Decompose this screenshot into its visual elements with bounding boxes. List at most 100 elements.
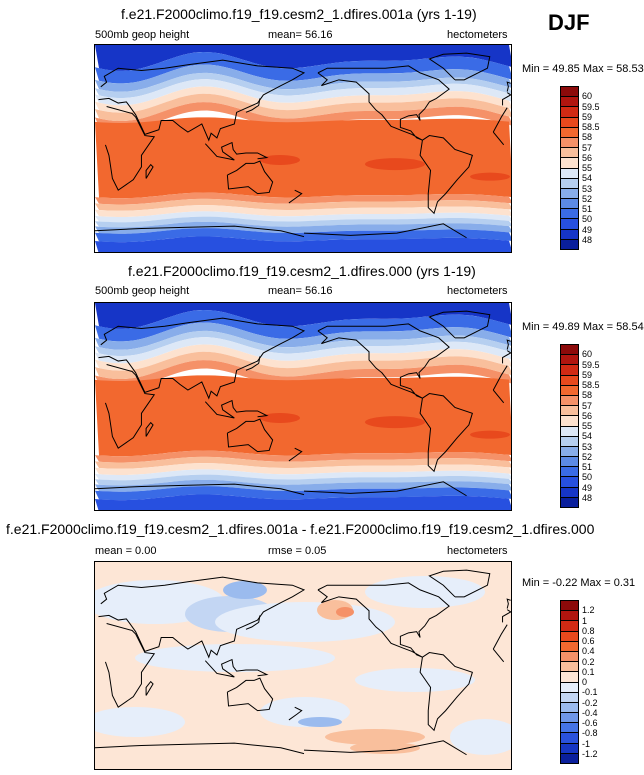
- contour-band: [95, 51, 511, 84]
- map-canvas: [95, 562, 511, 769]
- panel-1-variable-label: 500mb geop height: [95, 29, 190, 41]
- coastline: [204, 658, 269, 678]
- contour-band: [95, 93, 511, 122]
- colorbar-tick-label: 51: [582, 204, 593, 214]
- contour-blob: [355, 668, 475, 692]
- colorbar-swatch: [561, 640, 578, 651]
- panel-1-map: [94, 44, 512, 253]
- colorbar-tick-label: 54: [582, 431, 593, 442]
- coastline: [502, 350, 511, 364]
- contour-band: [95, 456, 511, 469]
- coastline: [317, 323, 450, 399]
- colorbar-tick-label: 59: [582, 369, 593, 380]
- colorbar-tick-label: -0.8: [582, 728, 598, 739]
- colorbar-swatch: [561, 601, 578, 611]
- colorbar-tick-label: 56: [582, 152, 593, 163]
- panel-2-variable-label: 500mb geop height: [95, 285, 190, 297]
- map-canvas: [95, 303, 511, 510]
- coastline: [492, 107, 508, 133]
- colorbar-tick-label: 58: [582, 132, 593, 143]
- coastline: [303, 223, 467, 239]
- coastline: [492, 624, 508, 650]
- coastline: [204, 141, 269, 161]
- colorbar-tick-label: 50: [582, 472, 593, 483]
- colorbar-tick-label: 0: [582, 677, 588, 687]
- colorbar-tick-label: 53: [582, 183, 593, 194]
- colorbar-swatch: [561, 238, 578, 249]
- panel-3-colorbar: [560, 600, 579, 764]
- coastline: [419, 135, 473, 215]
- coastline: [288, 706, 303, 721]
- colorbar-swatch: [561, 496, 578, 507]
- coastline: [303, 481, 467, 497]
- contour-band: [95, 351, 511, 380]
- colorbar-swatch: [561, 722, 578, 733]
- colorbar-tick-label: 0.8: [582, 625, 595, 636]
- colorbar-swatch: [561, 610, 578, 621]
- colorbar-swatch: [561, 157, 578, 168]
- coastline: [419, 393, 473, 473]
- contour-band: [95, 117, 511, 199]
- contour-band: [95, 344, 511, 371]
- colorbar-swatch: [561, 208, 578, 219]
- contour-blob: [325, 729, 425, 745]
- coastline: [428, 52, 491, 81]
- colorbar-swatch: [561, 354, 578, 365]
- colorbar-swatch: [561, 415, 578, 426]
- coastline: [492, 131, 505, 146]
- contour-band: [95, 79, 511, 106]
- colorbar-swatch: [561, 384, 578, 395]
- coastline: [492, 365, 508, 391]
- colorbar-swatch: [561, 218, 578, 229]
- panel-1-mean-label: mean= 56.16: [268, 29, 333, 41]
- contour-band: [95, 205, 511, 218]
- contour-band: [95, 309, 511, 342]
- colorbar-swatch: [561, 96, 578, 107]
- colorbar-tick-label: 52: [582, 451, 593, 462]
- colorbar-swatch: [561, 116, 578, 127]
- colorbar-tick-label: 57: [582, 142, 593, 153]
- colorbar-swatch: [561, 456, 578, 467]
- colorbar-tick-label: 0.4: [582, 646, 595, 657]
- contour-band: [95, 102, 511, 130]
- panel-2-units-label: hectometers: [447, 285, 508, 297]
- coastline: [98, 317, 306, 400]
- colorbar-swatch: [561, 87, 578, 97]
- coastline: [145, 680, 154, 696]
- coastline: [502, 609, 511, 623]
- contour-blob: [470, 430, 510, 439]
- panel-3-units-label: hectometers: [447, 545, 508, 557]
- contour-band: [95, 469, 511, 481]
- colorbar-swatch: [561, 228, 578, 239]
- colorbar-tick-label: -0.6: [582, 718, 598, 728]
- contour-band: [95, 192, 511, 205]
- contour-band: [95, 474, 511, 486]
- coastline: [104, 623, 156, 708]
- contour-band: [95, 72, 511, 99]
- colorbar-tick-label: 58: [582, 390, 593, 401]
- contour-blob: [260, 412, 300, 423]
- contour-blob: [470, 172, 510, 181]
- colorbar-tick-label: 49: [582, 224, 593, 235]
- coastline: [288, 447, 303, 462]
- coastline: [317, 582, 450, 658]
- colorbar-swatch: [561, 136, 578, 148]
- contour-blob: [298, 717, 342, 727]
- colorbar-swatch: [561, 466, 578, 477]
- colorbar-tick-label: 57: [582, 400, 593, 411]
- coastline: [428, 310, 491, 339]
- colorbar-tick-label: 1.2: [582, 605, 595, 616]
- contour-blob: [260, 154, 300, 165]
- coastline: [204, 399, 269, 419]
- contour-band: [95, 479, 511, 492]
- contour-band: [95, 216, 511, 228]
- colorbar-tick-label: -1.2: [582, 748, 598, 759]
- coastline: [226, 677, 274, 712]
- coastline: [226, 160, 274, 195]
- contour-blob: [336, 607, 354, 617]
- colorbar-swatch: [561, 681, 578, 692]
- panel-1-title: f.e21.F2000climo.f19_f19.cesm2_1.dfires.…: [121, 6, 477, 22]
- colorbar-swatch: [561, 345, 578, 355]
- colorbar-swatch: [561, 147, 578, 158]
- contour-blob: [223, 581, 267, 599]
